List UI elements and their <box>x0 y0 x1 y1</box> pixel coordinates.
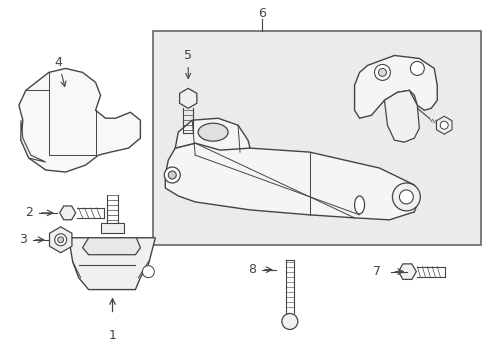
Circle shape <box>374 64 391 80</box>
Bar <box>153 31 481 245</box>
Circle shape <box>410 62 424 75</box>
Circle shape <box>282 314 298 329</box>
Polygon shape <box>69 238 155 289</box>
Text: 8: 8 <box>248 263 256 276</box>
Text: 4: 4 <box>55 56 66 86</box>
Circle shape <box>58 237 64 243</box>
Circle shape <box>143 266 154 278</box>
Polygon shape <box>355 55 437 118</box>
Circle shape <box>392 183 420 211</box>
Ellipse shape <box>198 123 228 141</box>
Text: 2: 2 <box>25 206 33 219</box>
Text: 1: 1 <box>109 329 117 342</box>
Polygon shape <box>83 238 141 255</box>
Circle shape <box>55 234 67 246</box>
Polygon shape <box>19 68 141 172</box>
Bar <box>100 223 124 233</box>
Text: 5: 5 <box>184 49 192 78</box>
Polygon shape <box>21 120 46 162</box>
Circle shape <box>440 121 448 129</box>
Circle shape <box>164 167 180 183</box>
Ellipse shape <box>355 196 365 214</box>
Circle shape <box>168 171 176 179</box>
Circle shape <box>399 190 414 204</box>
Polygon shape <box>385 90 419 142</box>
Text: 6: 6 <box>258 7 266 20</box>
Text: 7: 7 <box>373 265 382 278</box>
Polygon shape <box>175 118 250 150</box>
Polygon shape <box>165 143 419 220</box>
Circle shape <box>378 68 387 76</box>
Text: 3: 3 <box>19 233 27 246</box>
